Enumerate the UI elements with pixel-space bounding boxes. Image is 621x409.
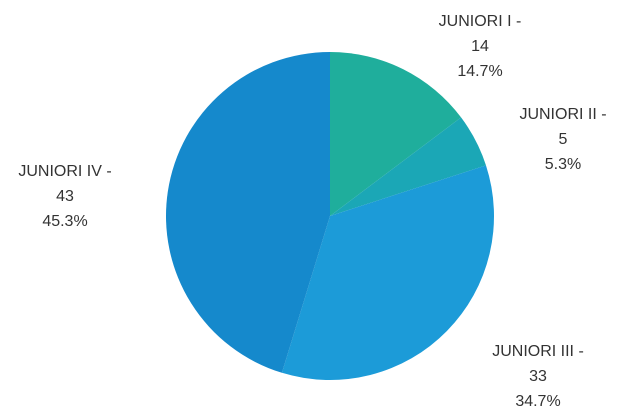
pie-slice bbox=[330, 52, 462, 216]
pie-slice bbox=[330, 117, 486, 216]
slice-value: 14 bbox=[471, 38, 489, 55]
slice-value: 5 bbox=[559, 131, 568, 148]
slice-label: JUNIORI I - bbox=[439, 13, 522, 30]
slice-label: JUNIORI III - bbox=[492, 343, 584, 360]
slice-percent: 45.3% bbox=[42, 213, 87, 230]
slice-label: JUNIORI II - bbox=[519, 106, 606, 123]
slice-percent: 5.3% bbox=[545, 156, 581, 173]
pie-slice bbox=[281, 165, 494, 380]
slice-label: JUNIORI IV - bbox=[18, 163, 111, 180]
slice-percent: 34.7% bbox=[515, 393, 560, 409]
slice-value: 33 bbox=[529, 368, 547, 385]
pie-slice bbox=[166, 52, 330, 373]
slice-percent: 14.7% bbox=[457, 63, 502, 80]
slice-value: 43 bbox=[56, 188, 74, 205]
